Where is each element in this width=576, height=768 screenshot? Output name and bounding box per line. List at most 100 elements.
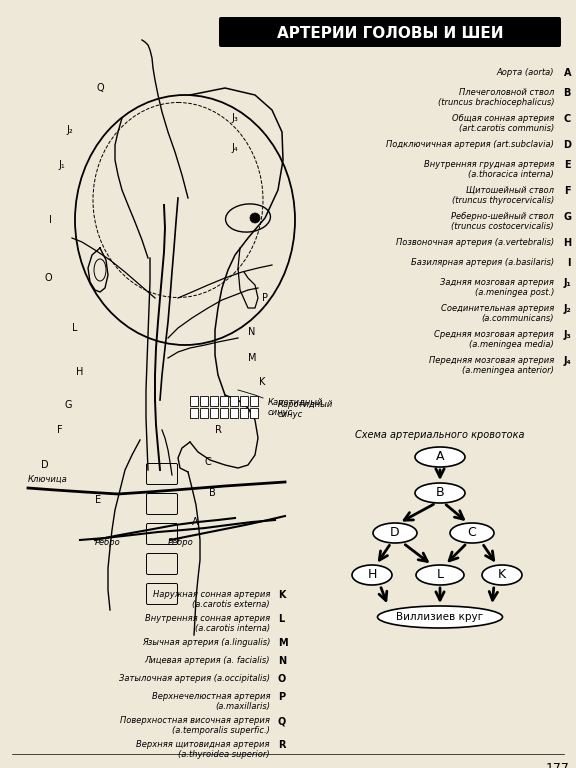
Text: Ключица: Ключица <box>28 475 68 484</box>
Text: C: C <box>468 527 476 539</box>
FancyBboxPatch shape <box>146 494 177 515</box>
Ellipse shape <box>415 447 465 467</box>
Text: C: C <box>564 114 571 124</box>
FancyBboxPatch shape <box>219 17 561 47</box>
Text: B: B <box>209 488 215 498</box>
Text: Средняя мозговая артерия
(a.meningea media): Средняя мозговая артерия (a.meningea med… <box>434 330 554 349</box>
Text: L: L <box>72 323 78 333</box>
Text: L: L <box>437 568 444 581</box>
Text: P: P <box>278 692 285 702</box>
Text: Поверхностная височная артерия
(a.temporalis superfic.): Поверхностная височная артерия (a.tempor… <box>120 716 270 736</box>
Text: Виллизиев круг: Виллизиев круг <box>396 612 484 622</box>
Text: I: I <box>567 258 571 268</box>
FancyBboxPatch shape <box>146 464 177 485</box>
FancyBboxPatch shape <box>220 408 228 418</box>
Text: H: H <box>563 238 571 248</box>
Ellipse shape <box>373 523 417 543</box>
Ellipse shape <box>415 483 465 503</box>
Text: Наружная сонная артерия
(a.carotis externa): Наружная сонная артерия (a.carotis exter… <box>153 590 270 609</box>
FancyBboxPatch shape <box>210 396 218 406</box>
Text: C: C <box>204 457 211 467</box>
Text: P: P <box>262 293 268 303</box>
Ellipse shape <box>352 565 392 585</box>
Text: B: B <box>564 88 571 98</box>
FancyBboxPatch shape <box>200 396 208 406</box>
Text: K: K <box>498 568 506 581</box>
Text: E: E <box>564 160 571 170</box>
Text: A: A <box>192 517 198 527</box>
Text: J₂: J₂ <box>563 304 571 314</box>
FancyBboxPatch shape <box>230 396 238 406</box>
Text: J₄: J₄ <box>232 143 238 153</box>
Text: Соединительная артерия
(a.communicans): Соединительная артерия (a.communicans) <box>441 304 554 323</box>
Text: R: R <box>215 425 221 435</box>
Text: D: D <box>563 140 571 150</box>
Text: N: N <box>278 656 286 666</box>
Text: F: F <box>57 425 63 435</box>
Text: B: B <box>435 486 444 499</box>
Text: Щитошейный ствол
(truncus thyrocervicalis): Щитошейный ствол (truncus thyrocervicali… <box>452 186 554 205</box>
Text: Внутренняя сонная артерия
(a.carotis interna): Внутренняя сонная артерия (a.carotis int… <box>145 614 270 634</box>
Text: Базилярная артерия (a.basilaris): Базилярная артерия (a.basilaris) <box>411 258 554 267</box>
Text: Ребро: Ребро <box>95 538 121 547</box>
Text: Q: Q <box>96 83 104 93</box>
Text: J₂: J₂ <box>67 125 73 135</box>
FancyBboxPatch shape <box>200 408 208 418</box>
Text: Задняя мозговая артерия
(a.meningea post.): Задняя мозговая артерия (a.meningea post… <box>440 278 554 297</box>
Text: M: M <box>248 353 256 363</box>
Text: Q: Q <box>278 716 286 726</box>
Text: M: M <box>278 638 287 648</box>
Text: Лицевая артерия (a. facialis): Лицевая артерия (a. facialis) <box>145 656 270 665</box>
Text: I: I <box>48 215 51 225</box>
Text: J₃: J₃ <box>232 113 238 123</box>
Text: Ребро: Ребро <box>168 538 194 547</box>
Text: Каротидный
синус: Каротидный синус <box>278 400 334 419</box>
Text: Общая сонная артерия
(art.carotis communis): Общая сонная артерия (art.carotis commun… <box>452 114 554 134</box>
Text: K: K <box>259 377 265 387</box>
Text: J₄: J₄ <box>563 356 571 366</box>
Text: L: L <box>278 614 284 624</box>
Text: Аорта (aorta): Аорта (aorta) <box>497 68 554 77</box>
Ellipse shape <box>250 213 260 223</box>
Text: R: R <box>278 740 286 750</box>
Text: N: N <box>248 327 256 337</box>
Text: O: O <box>44 273 52 283</box>
FancyBboxPatch shape <box>250 396 258 406</box>
Text: H: H <box>76 367 84 377</box>
Text: Плечеголовной ствол
(truncus brachiocephalicus): Плечеголовной ствол (truncus brachioceph… <box>438 88 554 108</box>
Text: K: K <box>278 590 286 600</box>
Ellipse shape <box>416 565 464 585</box>
Text: Каротидный
синус: Каротидный синус <box>268 398 323 417</box>
Text: H: H <box>367 568 377 581</box>
Text: Передняя мозговая артерия
(a.meningea anterior): Передняя мозговая артерия (a.meningea an… <box>429 356 554 376</box>
Text: D: D <box>41 460 49 470</box>
Text: J₁: J₁ <box>563 278 571 288</box>
Text: G: G <box>563 212 571 222</box>
Text: F: F <box>564 186 571 196</box>
Text: E: E <box>95 495 101 505</box>
FancyBboxPatch shape <box>146 584 177 604</box>
Text: D: D <box>390 527 400 539</box>
Text: A: A <box>436 451 444 464</box>
Text: J₁: J₁ <box>59 160 65 170</box>
FancyBboxPatch shape <box>240 396 248 406</box>
Text: АРТЕРИИ ГОЛОВЫ И ШЕИ: АРТЕРИИ ГОЛОВЫ И ШЕИ <box>276 25 503 41</box>
Text: Внутренняя грудная артерия
(a.thoracica interna): Внутренняя грудная артерия (a.thoracica … <box>423 160 554 180</box>
Text: Верхнечелюстная артерия
(a.maxillaris): Верхнечелюстная артерия (a.maxillaris) <box>151 692 270 711</box>
Text: Язычная артерия (a.lingualis): Язычная артерия (a.lingualis) <box>142 638 270 647</box>
FancyBboxPatch shape <box>190 396 198 406</box>
Text: Верхняя щитовидная артерия
(a.thyroidea superior): Верхняя щитовидная артерия (a.thyroidea … <box>137 740 270 760</box>
Text: 177: 177 <box>546 762 570 768</box>
FancyBboxPatch shape <box>230 408 238 418</box>
FancyBboxPatch shape <box>146 554 177 574</box>
Text: Затылочная артерия (a.occipitalis): Затылочная артерия (a.occipitalis) <box>119 674 270 683</box>
Text: Подключичная артерия (art.subclavia): Подключичная артерия (art.subclavia) <box>386 140 554 149</box>
FancyBboxPatch shape <box>146 524 177 545</box>
Text: Реберно-шейный ствол
(truncus costocervicalis): Реберно-шейный ствол (truncus costocervi… <box>451 212 554 231</box>
Text: J₃: J₃ <box>563 330 571 340</box>
FancyBboxPatch shape <box>220 396 228 406</box>
Text: G: G <box>65 400 72 410</box>
Text: A: A <box>563 68 571 78</box>
Text: Схема артериального кровотока: Схема артериального кровотока <box>355 430 525 440</box>
FancyBboxPatch shape <box>190 408 198 418</box>
